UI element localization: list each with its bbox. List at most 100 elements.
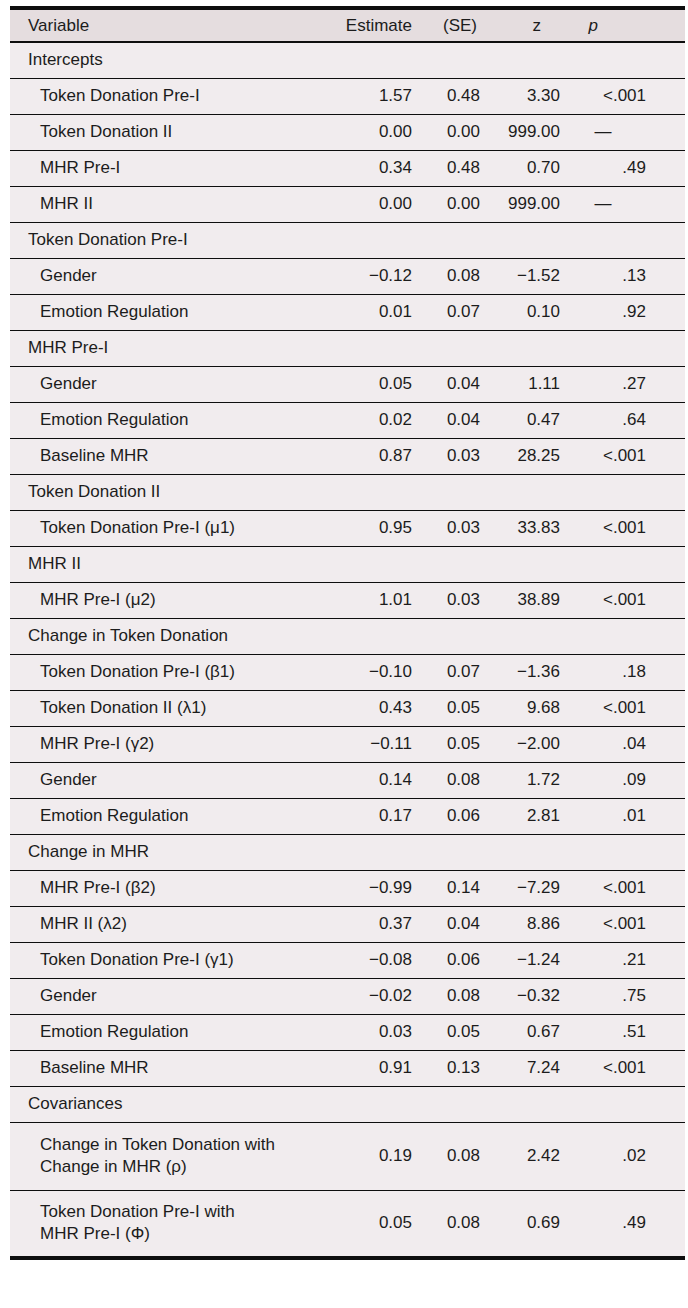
estimate-cell: 1.01	[340, 582, 412, 618]
estimate-cell: 0.00	[340, 186, 412, 222]
variable-cell: MHR II	[10, 186, 340, 222]
table-row: Emotion Regulation0.030.050.67.51	[10, 1014, 685, 1050]
section-row: Token Donation II	[10, 474, 685, 510]
variable-cell: MHR II (λ2)	[10, 906, 340, 942]
se-cell: 0.00	[412, 114, 480, 150]
p-cell: <.001	[560, 690, 685, 726]
z-cell: 0.69	[480, 1190, 560, 1258]
variable-cell: Token Donation Pre-I with MHR Pre-I (Φ)	[10, 1190, 340, 1258]
se-cell: 0.03	[412, 582, 480, 618]
z-cell: 9.68	[480, 690, 560, 726]
p-cell: .18	[560, 654, 685, 690]
z-cell: 28.25	[480, 438, 560, 474]
table-row: Token Donation Pre-I (β1)−0.100.07−1.36.…	[10, 654, 685, 690]
table-row: Token Donation Pre-I1.570.483.30<.001	[10, 78, 685, 114]
table-row: Token Donation II0.000.00999.00—	[10, 114, 685, 150]
z-cell: −1.36	[480, 654, 560, 690]
se-cell: 0.00	[412, 186, 480, 222]
se-cell: 0.04	[412, 402, 480, 438]
results-table-container: Variable Estimate (SE) z p InterceptsTok…	[0, 0, 688, 1260]
table-row: MHR II (λ2)0.370.048.86<.001	[10, 906, 685, 942]
se-cell: 0.07	[412, 294, 480, 330]
table-row: MHR Pre-I (β2)−0.990.14−7.29<.001	[10, 870, 685, 906]
section-row: Change in Token Donation	[10, 618, 685, 654]
se-cell: 0.05	[412, 690, 480, 726]
estimate-cell: 0.01	[340, 294, 412, 330]
estimate-cell: −0.99	[340, 870, 412, 906]
se-cell: 0.48	[412, 78, 480, 114]
section-row: MHR II	[10, 546, 685, 582]
p-cell: .92	[560, 294, 685, 330]
z-cell: 0.67	[480, 1014, 560, 1050]
section-label: Change in MHR	[10, 834, 685, 870]
estimate-cell: −0.02	[340, 978, 412, 1014]
se-cell: 0.07	[412, 654, 480, 690]
p-cell: .09	[560, 762, 685, 798]
table-row: Token Donation Pre-I (γ1)−0.080.06−1.24.…	[10, 942, 685, 978]
variable-cell: Gender	[10, 762, 340, 798]
se-cell: 0.04	[412, 906, 480, 942]
column-header-z: z	[480, 8, 560, 42]
table-row: Emotion Regulation0.020.040.47.64	[10, 402, 685, 438]
estimate-cell: 0.14	[340, 762, 412, 798]
estimate-cell: 0.02	[340, 402, 412, 438]
p-cell: —	[560, 114, 685, 150]
variable-cell: Emotion Regulation	[10, 402, 340, 438]
estimate-cell: 0.05	[340, 366, 412, 402]
variable-cell: Token Donation Pre-I	[10, 78, 340, 114]
z-cell: 2.42	[480, 1122, 560, 1190]
z-cell: −1.52	[480, 258, 560, 294]
column-header-estimate: Estimate	[340, 8, 412, 42]
section-row: Intercepts	[10, 42, 685, 78]
column-header-p: p	[560, 8, 685, 42]
table-row: Token Donation Pre-I with MHR Pre-I (Φ) 0…	[10, 1190, 685, 1258]
variable-cell: MHR Pre-I (γ2)	[10, 726, 340, 762]
z-cell: 33.83	[480, 510, 560, 546]
estimate-cell: 0.00	[340, 114, 412, 150]
se-cell: 0.48	[412, 150, 480, 186]
se-cell: 0.08	[412, 1122, 480, 1190]
estimate-cell: −0.08	[340, 942, 412, 978]
z-cell: −0.32	[480, 978, 560, 1014]
table-row: Gender−0.120.08−1.52.13	[10, 258, 685, 294]
table-row: MHR II0.000.00999.00—	[10, 186, 685, 222]
variable-cell: Baseline MHR	[10, 438, 340, 474]
z-cell: 1.11	[480, 366, 560, 402]
section-label: Token Donation II	[10, 474, 685, 510]
table-row: Gender0.050.041.11.27	[10, 366, 685, 402]
estimate-cell: 1.57	[340, 78, 412, 114]
p-cell: .01	[560, 798, 685, 834]
z-cell: 8.86	[480, 906, 560, 942]
estimate-cell: 0.17	[340, 798, 412, 834]
p-cell: .21	[560, 942, 685, 978]
column-header-variable: Variable	[10, 8, 340, 42]
z-cell: −1.24	[480, 942, 560, 978]
table-header: Variable Estimate (SE) z p	[10, 8, 685, 42]
se-cell: 0.04	[412, 366, 480, 402]
p-cell: <.001	[560, 438, 685, 474]
section-row: Change in MHR	[10, 834, 685, 870]
se-cell: 0.05	[412, 726, 480, 762]
section-label: Covariances	[10, 1086, 685, 1122]
table-row: Gender0.140.081.72.09	[10, 762, 685, 798]
p-cell: .49	[560, 1190, 685, 1258]
table-row: Emotion Regulation0.170.062.81.01	[10, 798, 685, 834]
z-cell: −7.29	[480, 870, 560, 906]
table-row: MHR Pre-I0.340.480.70.49	[10, 150, 685, 186]
variable-cell: Token Donation Pre-I (μ1)	[10, 510, 340, 546]
section-label: Change in Token Donation	[10, 618, 685, 654]
estimate-cell: 0.87	[340, 438, 412, 474]
header-row: Variable Estimate (SE) z p	[10, 8, 685, 42]
p-cell: <.001	[560, 78, 685, 114]
z-cell: 0.70	[480, 150, 560, 186]
variable-cell: Emotion Regulation	[10, 798, 340, 834]
variable-cell: MHR Pre-I (μ2)	[10, 582, 340, 618]
z-cell: 38.89	[480, 582, 560, 618]
p-cell: <.001	[560, 582, 685, 618]
estimate-cell: 0.43	[340, 690, 412, 726]
estimate-cell: 0.19	[340, 1122, 412, 1190]
estimate-cell: −0.11	[340, 726, 412, 762]
estimate-cell: 0.37	[340, 906, 412, 942]
section-label: MHR Pre-I	[10, 330, 685, 366]
variable-cell: Token Donation II	[10, 114, 340, 150]
